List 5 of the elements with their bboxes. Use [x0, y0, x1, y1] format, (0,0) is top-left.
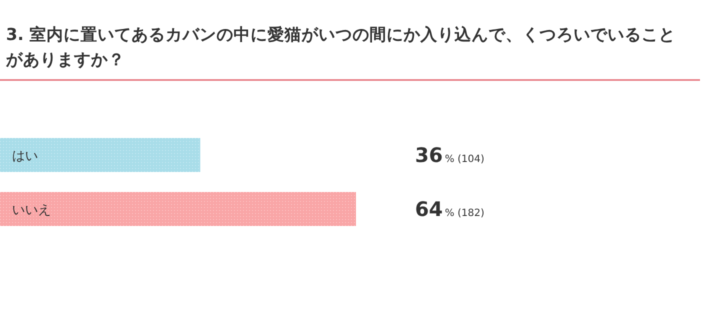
data-label: 64% (182) — [415, 197, 485, 221]
y-tick-label: いいえ — [12, 203, 51, 218]
data-label: 36% (104) — [415, 143, 485, 167]
chart-title: 3. 室内に置いてあるカバンの中に愛猫がいつの間にか入り込んで、くつろいでいることがありますか？ — [6, 24, 676, 71]
y-tick-label: はい — [12, 149, 38, 164]
